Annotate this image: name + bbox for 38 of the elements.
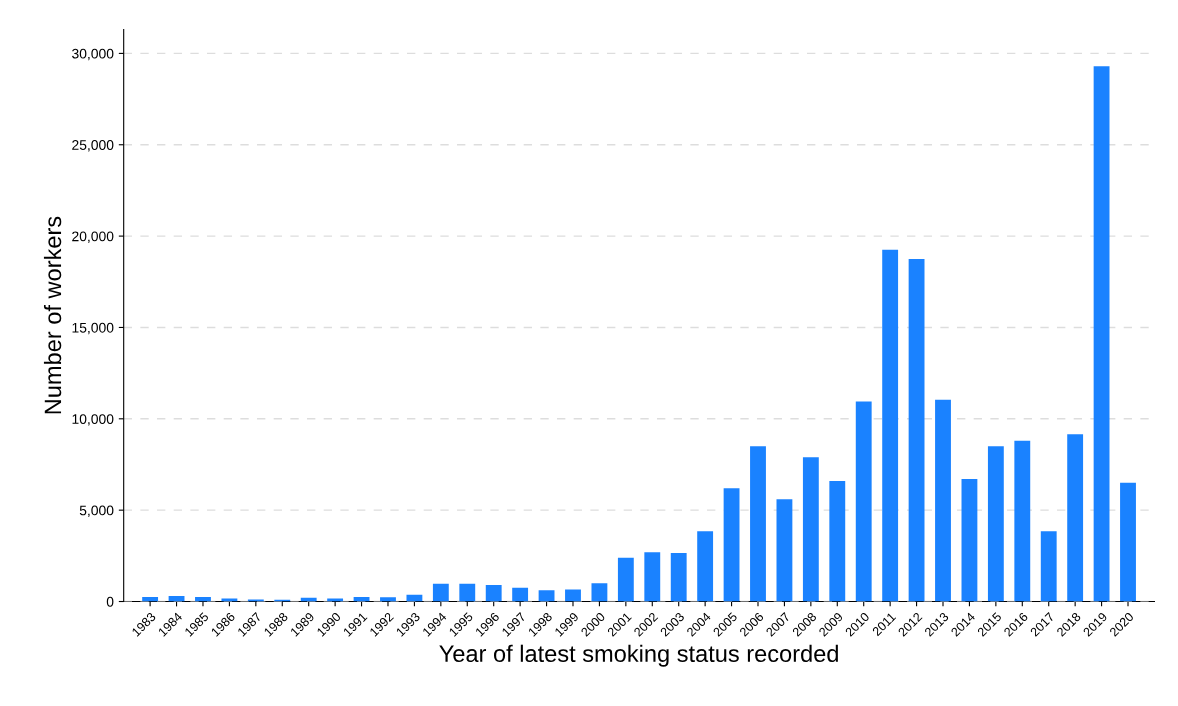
bar <box>987 446 1004 602</box>
bar <box>406 594 423 602</box>
bar <box>380 597 396 602</box>
bar <box>432 583 449 602</box>
bar <box>459 583 476 602</box>
bar <box>565 589 581 602</box>
bar <box>1040 531 1057 602</box>
bar <box>961 479 978 602</box>
bar <box>908 258 925 602</box>
bar <box>1093 66 1110 602</box>
y-tick-label: 30,000 <box>72 48 114 61</box>
bar <box>855 401 872 602</box>
y-tick-label: 25,000 <box>72 140 114 152</box>
bar <box>485 585 502 602</box>
y-tick-label: 10,000 <box>72 414 114 426</box>
x-axis-title: Year of latest smoking status recorded <box>439 644 838 667</box>
bar <box>591 583 608 602</box>
bar <box>1014 440 1031 602</box>
bar <box>723 488 740 602</box>
bar <box>697 531 714 602</box>
bar <box>802 457 819 602</box>
bar <box>644 552 661 602</box>
y-tick-label: 20,000 <box>72 231 114 243</box>
y-tick-label: 15,000 <box>72 322 114 335</box>
y-tick-label: 5,000 <box>79 505 114 517</box>
bar <box>617 557 634 602</box>
bar <box>882 249 899 602</box>
bar <box>670 553 687 602</box>
y-tick-label: 0 <box>106 596 114 607</box>
bar <box>750 446 766 602</box>
bar <box>1120 482 1136 602</box>
bar <box>538 590 555 602</box>
bar <box>1067 434 1084 602</box>
bar <box>512 587 529 602</box>
bar <box>935 399 951 602</box>
bar <box>776 499 793 602</box>
y-axis-title: Number of workers <box>43 216 62 414</box>
bar <box>829 480 846 602</box>
